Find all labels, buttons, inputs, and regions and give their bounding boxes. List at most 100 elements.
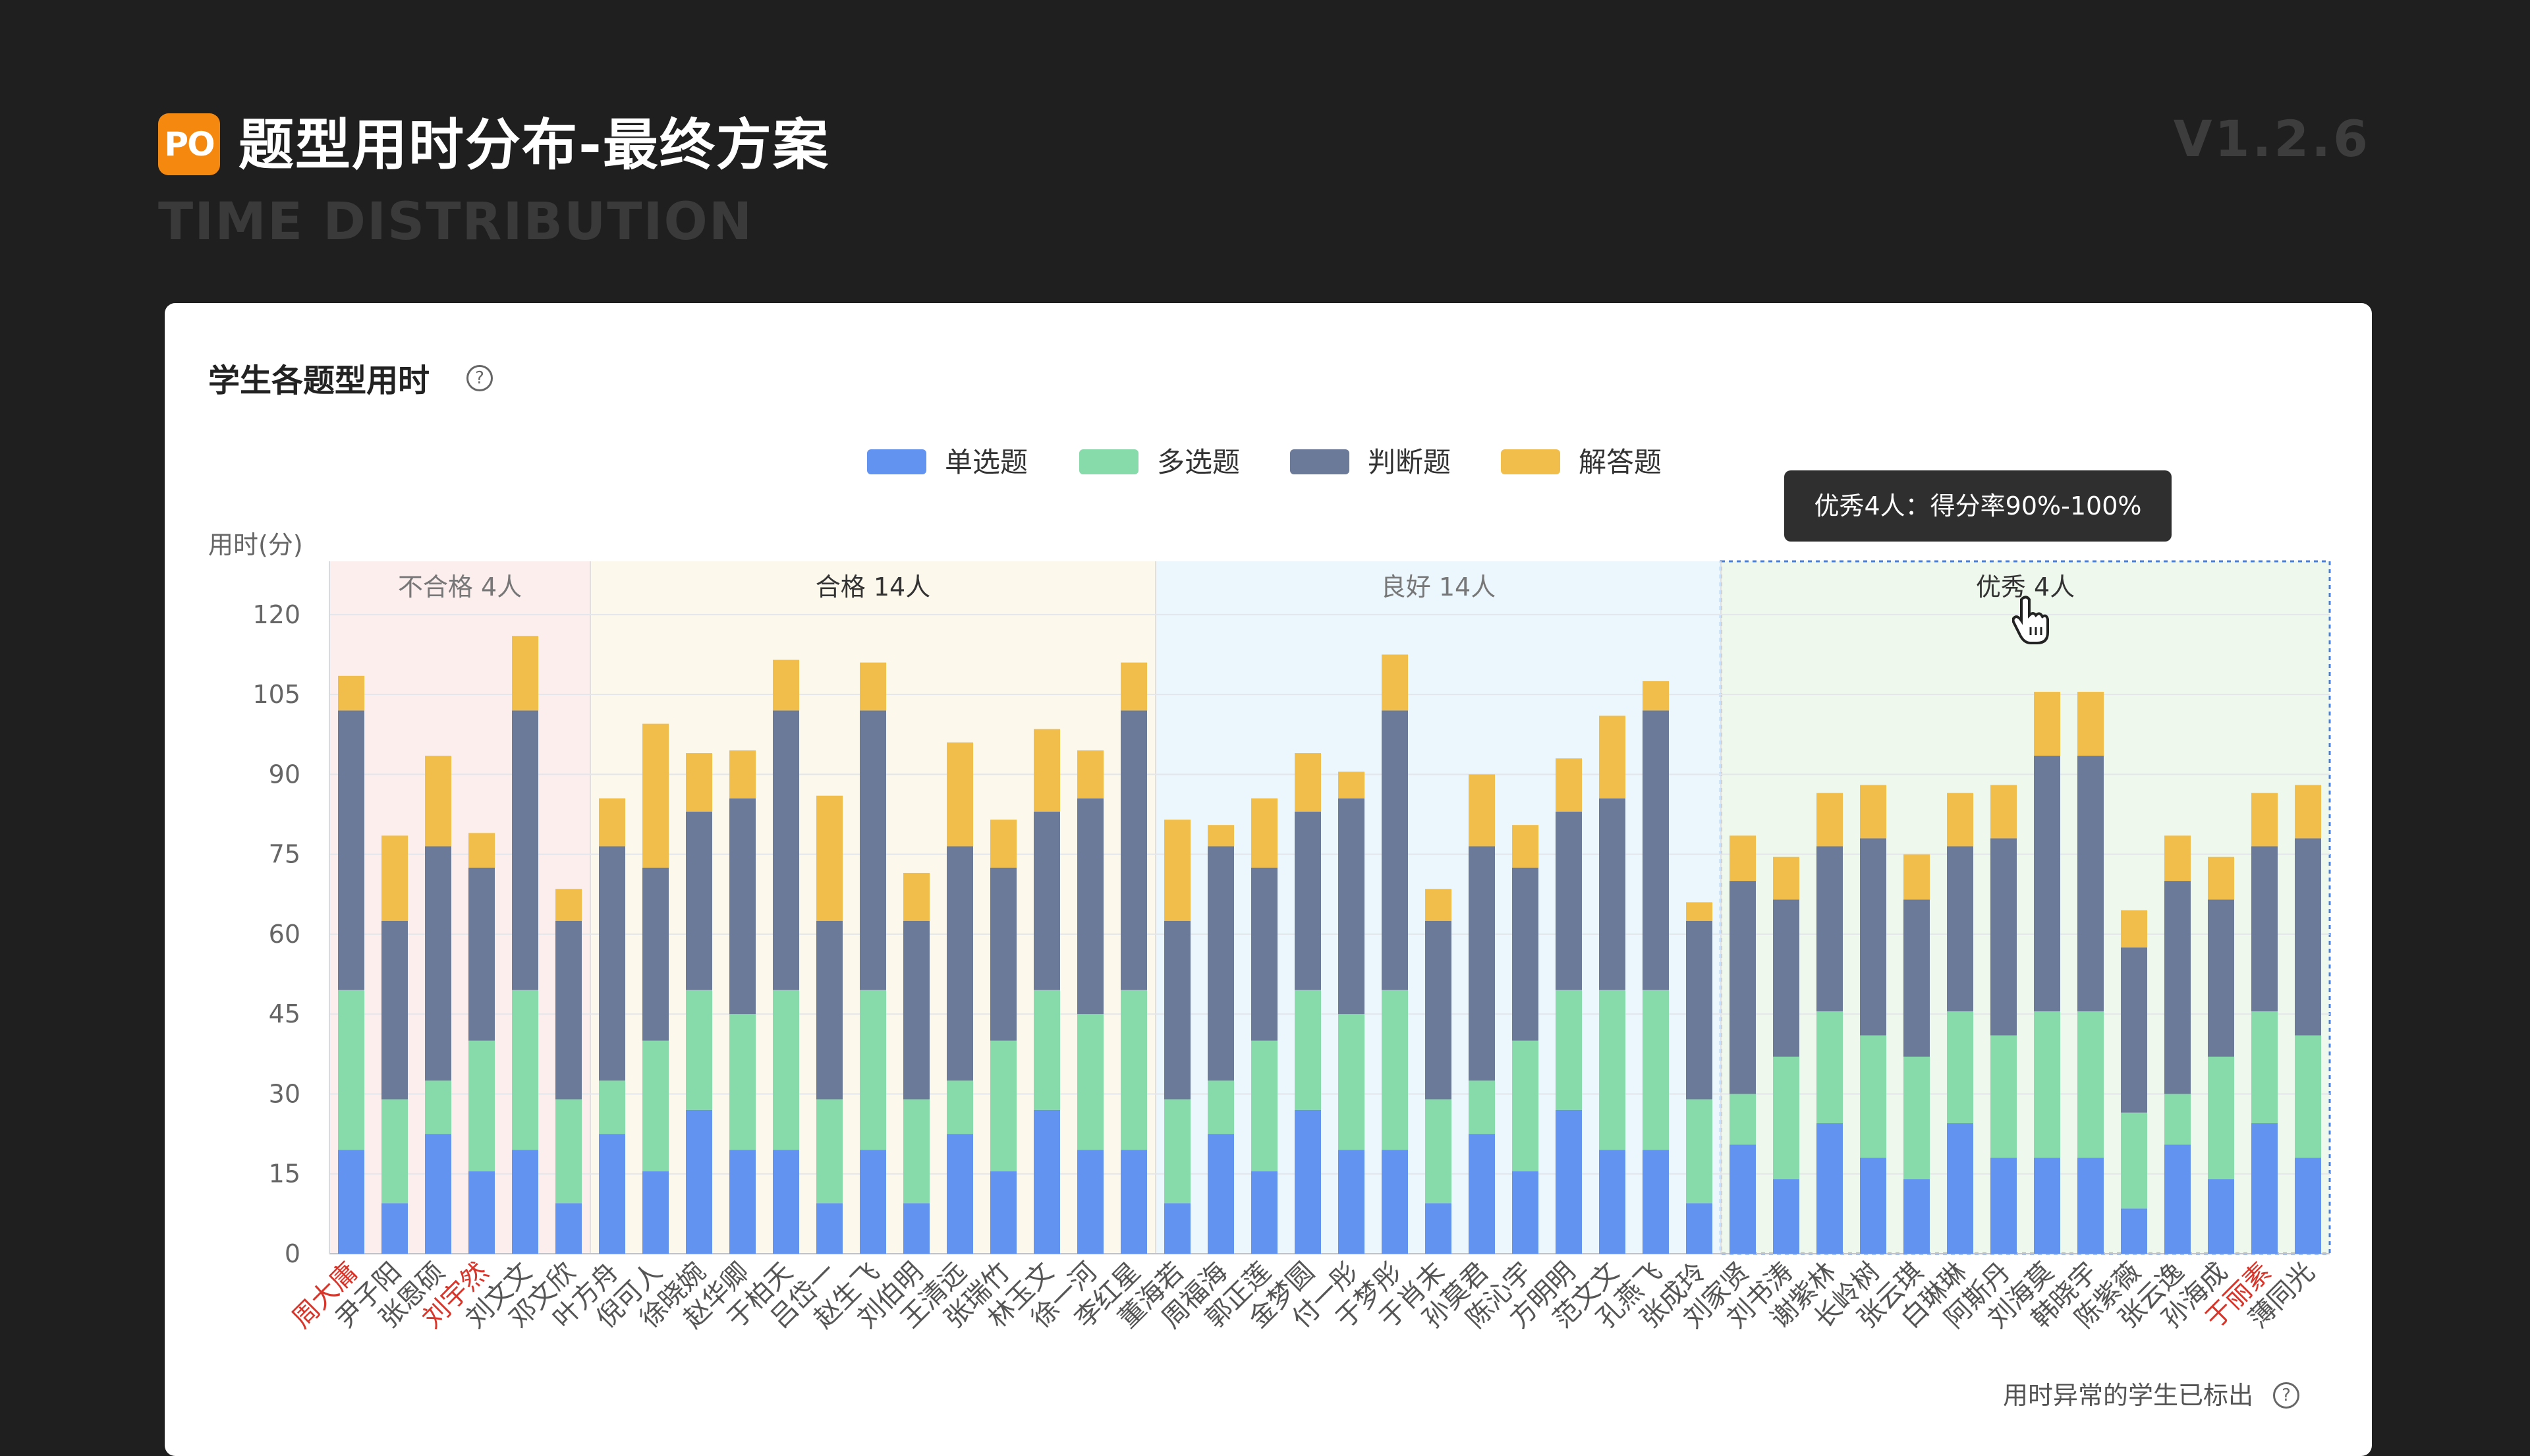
bar-segment [1512, 1040, 1538, 1171]
bar-segment [1338, 798, 1364, 1015]
bar-segment [338, 710, 364, 990]
bar-segment [1295, 1109, 1321, 1254]
legend-label: 单选题 [945, 446, 1028, 478]
bar-segment [729, 798, 756, 1015]
bar-segment [1295, 753, 1321, 812]
bar-segment [860, 662, 886, 711]
bar-segment [1729, 1094, 1756, 1145]
bar-segment [990, 820, 1017, 868]
page-subtitle: TIME DISTRIBUTION [158, 192, 754, 252]
bar-segment [425, 1080, 451, 1134]
abnormal-note-text: 用时异常的学生已标出 [2002, 1381, 2253, 1410]
bar-segment [425, 846, 451, 1081]
bar-segment [1469, 1134, 1495, 1254]
bar-segment [512, 636, 538, 711]
bar-segment [1556, 811, 1582, 990]
bar-segment [816, 1099, 843, 1204]
bar-segment [1686, 920, 1712, 1100]
bar-segment [947, 742, 973, 847]
bar-segment [2295, 1158, 2321, 1254]
bar-segment [1947, 846, 1973, 1012]
bar-segment [1295, 811, 1321, 990]
bar-segment [2295, 838, 2321, 1036]
bar-segment [2208, 1056, 2234, 1179]
bar-segment [903, 920, 930, 1100]
bar-segment [1599, 990, 1625, 1150]
bar-segment [1077, 798, 1104, 1015]
bar-segment [468, 867, 495, 1041]
bar-segment [512, 990, 538, 1150]
y-tick-label: 90 [269, 760, 300, 789]
bar-segment [338, 675, 364, 711]
bar-segment [2251, 1011, 2278, 1123]
bar-segment [1338, 1014, 1364, 1150]
bar-segment [1077, 750, 1104, 798]
bar-segment [1729, 835, 1756, 882]
bar-segment [990, 1040, 1017, 1171]
bar-segment [1164, 920, 1191, 1100]
group-band-4 [1720, 560, 2331, 1255]
bar-segment [816, 1203, 843, 1254]
bar-segment [1903, 1179, 1930, 1254]
bar-segment [1643, 710, 1669, 990]
bar-segment [1164, 1203, 1191, 1254]
bar-segment [1034, 729, 1060, 812]
note-help-icon[interactable]: ? [2273, 1382, 2299, 1409]
bar-segment [599, 1134, 625, 1254]
bar-segment [2295, 1035, 2321, 1158]
bar-segment [686, 1109, 712, 1254]
bar-segment [1816, 846, 1843, 1012]
bar-segment [1121, 1150, 1147, 1254]
bar-segment [1469, 1080, 1495, 1134]
bar-segment [2121, 1112, 2147, 1209]
help-icon[interactable]: ? [466, 365, 493, 391]
group-band-1 [329, 561, 590, 1254]
bar-segment [1643, 681, 1669, 711]
legend-swatch [1079, 449, 1138, 474]
bar-segment [1077, 1150, 1104, 1254]
bar-segment [468, 833, 495, 868]
bar-segment [2251, 1123, 2278, 1254]
bar-segment [1903, 899, 1930, 1057]
bar-segment [947, 846, 973, 1081]
bar-segment [381, 1203, 408, 1254]
bar-segment [1164, 820, 1191, 921]
bar-segment [1251, 1171, 1278, 1254]
bar-segment [1773, 856, 1799, 900]
bar-segment [1121, 990, 1147, 1150]
bar-segment [1947, 1123, 1973, 1254]
bar-segment [947, 1134, 973, 1254]
bar-segment [555, 920, 582, 1100]
bar-segment [729, 750, 756, 798]
bar-segment [1860, 1158, 1886, 1254]
bar-segment [381, 835, 408, 921]
bar-segment [338, 1150, 364, 1254]
bar-segment [1382, 990, 1408, 1150]
bar-segment [1034, 990, 1060, 1110]
bar-segment [2121, 947, 2147, 1113]
bar-segment [1121, 710, 1147, 990]
bar-segment [860, 990, 886, 1150]
bar-segment [1512, 867, 1538, 1041]
legend-label: 多选题 [1157, 446, 1240, 478]
bar-segment [1990, 1158, 2017, 1254]
bar-segment [1947, 1011, 1973, 1123]
legend-swatch [1290, 449, 1349, 474]
bar-segment [2251, 846, 2278, 1012]
bar-segment [1990, 1035, 2017, 1158]
abnormal-note: 用时异常的学生已标出 ? [2003, 1377, 2299, 1414]
bar-segment [1686, 1099, 1712, 1204]
bar-segment [1686, 1203, 1712, 1254]
bar-segment [2034, 756, 2060, 1012]
bar-segment [729, 1014, 756, 1150]
bar-segment [599, 1080, 625, 1134]
group-label: 良好 14人 [1381, 573, 1496, 602]
bar-segment [1860, 785, 1886, 839]
bar-segment [1860, 838, 1886, 1036]
bar-segment [2164, 881, 2191, 1094]
bar-segment [1903, 1056, 1930, 1179]
card-title: 学生各题型用时 [208, 362, 430, 399]
bar-segment [1382, 654, 1408, 711]
bar-segment [2034, 692, 2060, 756]
group-label: 合格 14人 [816, 573, 930, 602]
